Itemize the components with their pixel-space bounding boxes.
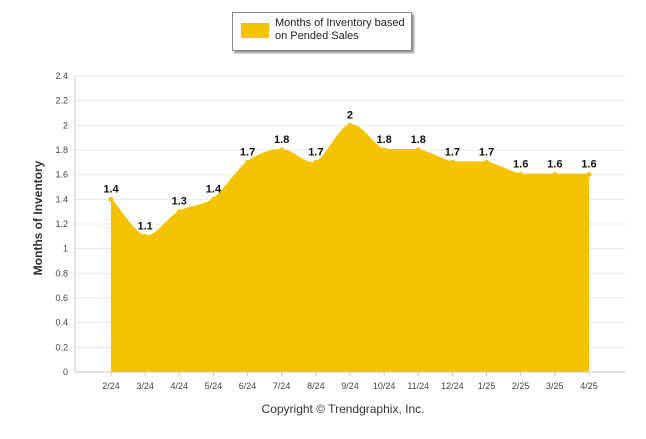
data-label: 1.7	[445, 146, 460, 158]
x-tick-label: 3/25	[546, 381, 564, 391]
data-point[interactable]	[586, 172, 592, 178]
x-tick-label: 9/24	[341, 381, 359, 391]
x-tick-label: 11/24	[407, 381, 429, 391]
y-tick-label: 0.6	[55, 293, 68, 303]
y-tick-label: 1.4	[55, 194, 68, 204]
y-tick-label: 0.2	[55, 342, 68, 352]
data-labels: 1.4 1.1 1.3 1.4 1.7 1.8 1.7 2 1.8 1.8 1.7 1.7 1.6 1.6…	[103, 109, 596, 232]
data-point[interactable]	[210, 196, 216, 202]
data-point[interactable]	[176, 209, 182, 215]
data-point[interactable]	[279, 147, 285, 153]
x-tick-label: 4/25	[580, 381, 598, 391]
data-label: 1.8	[411, 134, 426, 146]
data-label: 1.6	[513, 159, 528, 171]
x-tick-label: 2/25	[512, 381, 530, 391]
data-label: 1.7	[479, 146, 494, 158]
data-label: 1.4	[103, 183, 119, 195]
axes: 0 0.2 0.4 0.6 0.8 1 1.2 1.4 1.6 1.8 2 2.2 2.4 2/24 3/2…	[55, 71, 625, 391]
data-point[interactable]	[415, 147, 421, 153]
y-tick-label: 2.2	[55, 96, 68, 106]
x-tick-label: 10/24	[373, 381, 396, 391]
data-point[interactable]	[518, 172, 524, 178]
y-tick-label: 1.2	[55, 219, 68, 229]
y-tick-label: 0.8	[55, 268, 68, 278]
data-label: 1.7	[240, 146, 255, 158]
x-tick-label: 7/24	[273, 381, 291, 391]
x-tick-label: 6/24	[239, 381, 257, 391]
x-tick-label: 1/25	[478, 381, 496, 391]
legend[interactable]: Months of Inventory based on Pended Sale…	[232, 12, 412, 51]
data-point[interactable]	[108, 196, 114, 202]
y-tick-label: 2.4	[55, 71, 68, 81]
data-point[interactable]	[245, 159, 251, 165]
data-label: 1.6	[547, 159, 562, 171]
x-tick-label: 3/24	[136, 381, 154, 391]
data-label: 1.6	[581, 159, 596, 171]
data-point[interactable]	[484, 159, 490, 165]
copyright-text: Copyright © Trendgraphix, Inc.	[261, 402, 425, 416]
legend-swatch	[241, 23, 269, 38]
data-point[interactable]	[552, 172, 558, 178]
data-label: 1.4	[206, 183, 222, 195]
y-axis-title: Months of Inventory	[31, 160, 45, 275]
data-label: 1.3	[172, 196, 187, 208]
data-point[interactable]	[142, 233, 148, 239]
y-tick-label: 0.4	[55, 318, 68, 328]
x-tick-label: 5/24	[205, 381, 223, 391]
data-label: 2	[347, 109, 353, 121]
x-tick-label: 12/24	[441, 381, 464, 391]
data-point[interactable]	[381, 147, 387, 153]
area-series	[108, 122, 592, 372]
data-point[interactable]	[313, 159, 319, 165]
data-point[interactable]	[449, 159, 455, 165]
x-tick-label: 4/24	[171, 381, 189, 391]
legend-label: Months of Inventory based on Pended Sale…	[275, 17, 405, 42]
data-label: 1.7	[308, 146, 323, 158]
data-label: 1.8	[376, 134, 391, 146]
y-tick-label: 1.6	[55, 170, 68, 180]
y-tick-label: 1.8	[55, 145, 68, 155]
data-label: 1.1	[137, 220, 152, 232]
area-fill	[111, 125, 589, 372]
x-tick-label: 2/24	[102, 381, 120, 391]
y-tick-label: 2	[63, 120, 68, 130]
x-tick-label: 8/24	[307, 381, 325, 391]
y-tick-label: 1	[63, 244, 68, 254]
data-label: 1.8	[274, 134, 289, 146]
y-tick-label: 0	[63, 367, 68, 377]
data-point[interactable]	[347, 122, 353, 128]
